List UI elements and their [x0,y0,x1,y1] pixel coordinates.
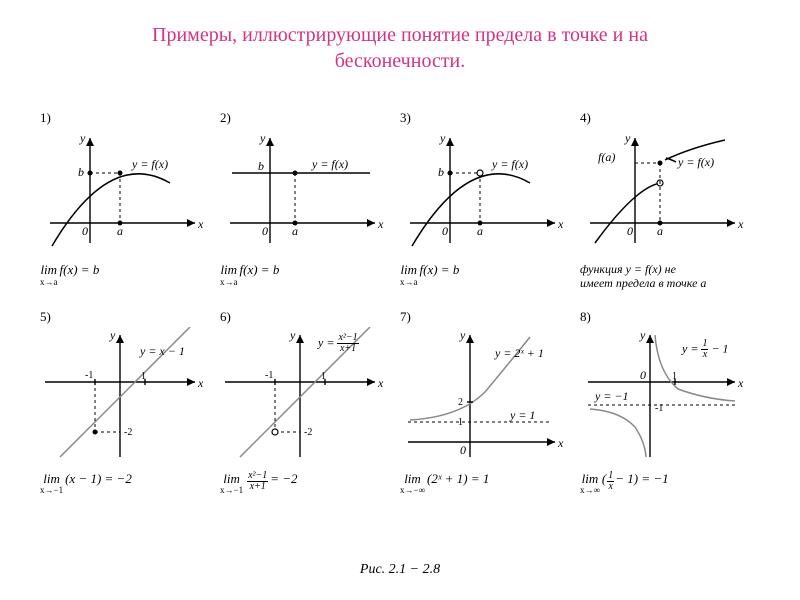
panel-2: 2) 0 x y a b y = f(x) limx→a [220,110,400,291]
plot-grid: 1) 0 x y a b y = f(x) [40,110,760,495]
limit-caption: limx→∞ (1x − 1) = −1 [580,471,754,496]
svg-text:f(a): f(a) [598,150,615,164]
svg-text:-2: -2 [124,427,132,438]
panel-8: 8) x y 0 1 -1 y = −1 y = [580,309,760,496]
svg-text:a: a [477,224,483,238]
plot-4: 0 x y a f(a) y = f(x) [580,128,745,258]
svg-text:0: 0 [627,224,633,238]
svg-text:x: x [377,376,384,390]
plot-2: 0 x y a b y = f(x) [220,128,385,258]
panel-7: 7) x y 0 1 2 y = 2ˣ + 1 y = 1 [400,309,580,496]
panel-1: 1) 0 x y a b y = f(x) [40,110,220,291]
svg-text:x: x [737,376,744,390]
limit-caption: limx→−∞ (2ˣ + 1) = 1 [400,471,574,496]
limit-caption: limx→a f(x) = b [220,262,394,287]
limit-caption: limx→−1 x²−1x+1 = −2 [220,471,394,496]
svg-text:x: x [197,376,204,390]
panel-6: 6) x y -1 -2 1 y = x²−1x+1 [220,309,400,496]
svg-text:0: 0 [82,224,88,238]
panel-number: 3) [400,110,574,126]
svg-text:y = f(x): y = f(x) [677,155,714,169]
svg-text:b: b [438,165,444,179]
svg-text:y = −1: y = −1 [594,389,629,403]
panel-number: 2) [220,110,394,126]
plot-1: 0 x y a b y = f(x) [40,128,205,258]
svg-text:x: x [557,217,564,231]
plot-3: 0 x y a b y = f(x) [400,128,565,258]
svg-text:-1: -1 [655,403,663,414]
figure-caption: Рис. 2.1 − 2.8 [0,562,800,578]
svg-text:-1: -1 [85,370,93,381]
x-label-a: a [117,224,123,238]
svg-text:y = 1: y = 1 [509,408,535,422]
panel-number: 1) [40,110,214,126]
svg-text:y = f(x): y = f(x) [311,157,348,171]
svg-text:0: 0 [640,368,646,382]
panel-3: 3) 0 x y a b y = f(x) [400,110,580,291]
svg-text:y = x − 1: y = x − 1 [139,344,185,358]
limit-caption: limx→a f(x) = b [40,262,214,287]
limit-text: функция y = f(x) не имеет предела в точк… [580,262,754,291]
svg-text:b: b [258,159,264,173]
func-label: y = f(x) [131,157,168,171]
svg-text:y = 2ˣ + 1: y = 2ˣ + 1 [494,346,544,360]
panel-5: 5) x y -1 -2 1 y = x − 1 [40,309,220,496]
svg-text:y: y [79,131,86,145]
svg-text:-2: -2 [304,427,312,438]
svg-text:a: a [657,224,663,238]
svg-text:0: 0 [460,443,466,457]
svg-text:y: y [639,328,646,342]
svg-text:y: y [109,328,116,342]
svg-text:1: 1 [458,417,463,428]
limit-caption: limx→−1 (x − 1) = −2 [40,471,214,496]
panel-number: 5) [40,309,214,325]
svg-text:y: y [259,131,266,145]
svg-text:y: y [624,131,631,145]
panel-4: 4) 0 x y a f(a) y = [580,110,760,291]
page-title: Примеры, иллюстрирующие понятие предела … [0,0,800,74]
panel-number: 8) [580,309,754,325]
plot-6: x y -1 -2 1 [220,327,385,467]
limit-caption: limx→a f(x) = b [400,262,574,287]
plot-7: x y 0 1 2 y = 2ˣ + 1 y = 1 [400,327,565,467]
svg-text:x: x [737,217,744,231]
svg-text:2: 2 [458,397,463,408]
svg-text:x: x [377,217,384,231]
svg-text:0: 0 [442,224,448,238]
y-label-b: b [78,165,84,179]
svg-text:y: y [459,328,466,342]
svg-text:a: a [292,224,298,238]
svg-text:y: y [439,131,446,145]
panel-number: 7) [400,309,574,325]
svg-text:x: x [197,217,204,231]
svg-text:x: x [557,436,564,450]
panel-number: 6) [220,309,394,325]
svg-text:-1: -1 [265,370,273,381]
svg-text:y = f(x): y = f(x) [491,157,528,171]
panel-number: 4) [580,110,754,126]
plot-5: x y -1 -2 1 y = x − 1 [40,327,205,467]
svg-text:y: y [289,328,296,342]
svg-text:0: 0 [262,224,268,238]
